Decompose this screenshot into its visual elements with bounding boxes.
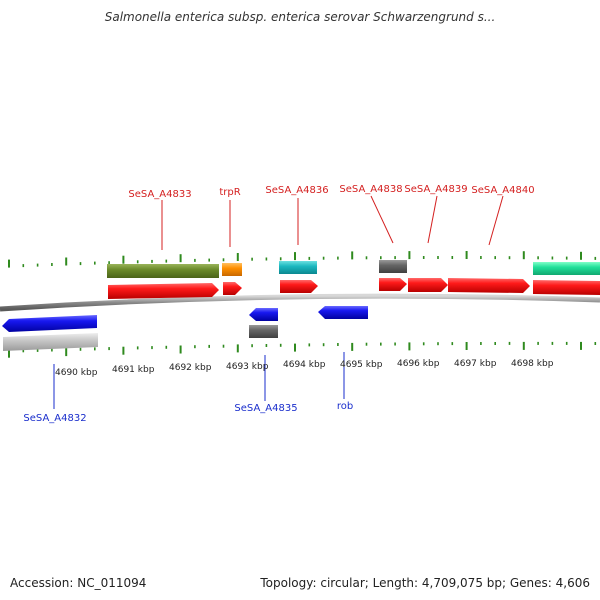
gene-arrow-sesa-a4833[interactable]	[108, 283, 219, 299]
gene-arrow-sesa-a4838[interactable]	[379, 278, 407, 291]
gene-arrow-sesa-a4836[interactable]	[280, 280, 318, 293]
gene-bar-cyan[interactable]	[279, 261, 317, 274]
gene-bar-olive[interactable]	[107, 264, 219, 278]
scale-label: 4697 kbp	[454, 359, 497, 369]
leader-lines-top	[161, 195, 504, 250]
gene-arrow-sesa-a4839[interactable]	[408, 278, 448, 292]
gene-label-sesa-a4832[interactable]: SeSA_A4832	[23, 413, 86, 424]
scale-label: 4690 kbp	[55, 368, 98, 378]
gene-label-trpr[interactable]: trpR	[219, 187, 240, 198]
gene-labels-top: SeSA_A4833 trpR SeSA_A4836 SeSA_A4838 Se…	[128, 184, 534, 200]
scale-label: 4693 kbp	[226, 362, 269, 372]
gene-bar-orange[interactable]	[222, 263, 242, 276]
gene-bar-light-gray[interactable]	[3, 333, 98, 351]
scale-label: 4698 kbp	[511, 359, 554, 369]
gene-bar-gray-top[interactable]	[379, 260, 407, 273]
scale-labels: 4690 kbp 4691 kbp 4692 kbp 4693 kbp 4694…	[55, 359, 554, 378]
gene-label-sesa-a4839[interactable]: SeSA_A4839	[404, 184, 467, 195]
scale-label: 4691 kbp	[112, 365, 155, 375]
gene-arrow-sesa-a4832[interactable]	[2, 315, 97, 332]
genome-backbone	[0, 293, 600, 312]
gene-arrow-rob[interactable]	[318, 306, 368, 319]
gene-label-rob[interactable]: rob	[337, 401, 353, 412]
gene-label-sesa-a4838[interactable]: SeSA_A4838	[339, 184, 402, 195]
gene-label-sesa-a4833[interactable]: SeSA_A4833	[128, 189, 191, 200]
gene-label-sesa-a4835[interactable]: SeSA_A4835	[234, 403, 297, 414]
gene-label-sesa-a4836[interactable]: SeSA_A4836	[265, 185, 328, 196]
gene-arrow-sesa-a4835[interactable]	[249, 308, 278, 321]
leader-lines-bottom	[53, 352, 345, 409]
scale-label: 4696 kbp	[397, 359, 440, 369]
map-title: Salmonella enterica subsp. enterica sero…	[104, 10, 496, 24]
scale-label: 4694 kbp	[283, 360, 326, 370]
scale-ticks-top	[8, 251, 597, 268]
gene-arrow-sesa-a4840[interactable]	[448, 278, 530, 293]
scale-label: 4695 kbp	[340, 360, 383, 370]
gene-label-sesa-a4840[interactable]: SeSA_A4840	[471, 185, 534, 196]
gene-bar-gray-bottom[interactable]	[249, 325, 278, 338]
gene-bar-mint[interactable]	[533, 262, 600, 275]
accession-text: Accession: NC_011094	[10, 576, 147, 590]
gene-arrow-trpr[interactable]	[223, 282, 242, 295]
scale-label: 4692 kbp	[169, 363, 212, 373]
topology-text: Topology: circular; Length: 4,709,075 bp…	[260, 576, 590, 590]
gene-arrow-right-edge[interactable]	[533, 280, 600, 295]
gene-labels-bottom: SeSA_A4832 SeSA_A4835 rob	[23, 401, 353, 424]
